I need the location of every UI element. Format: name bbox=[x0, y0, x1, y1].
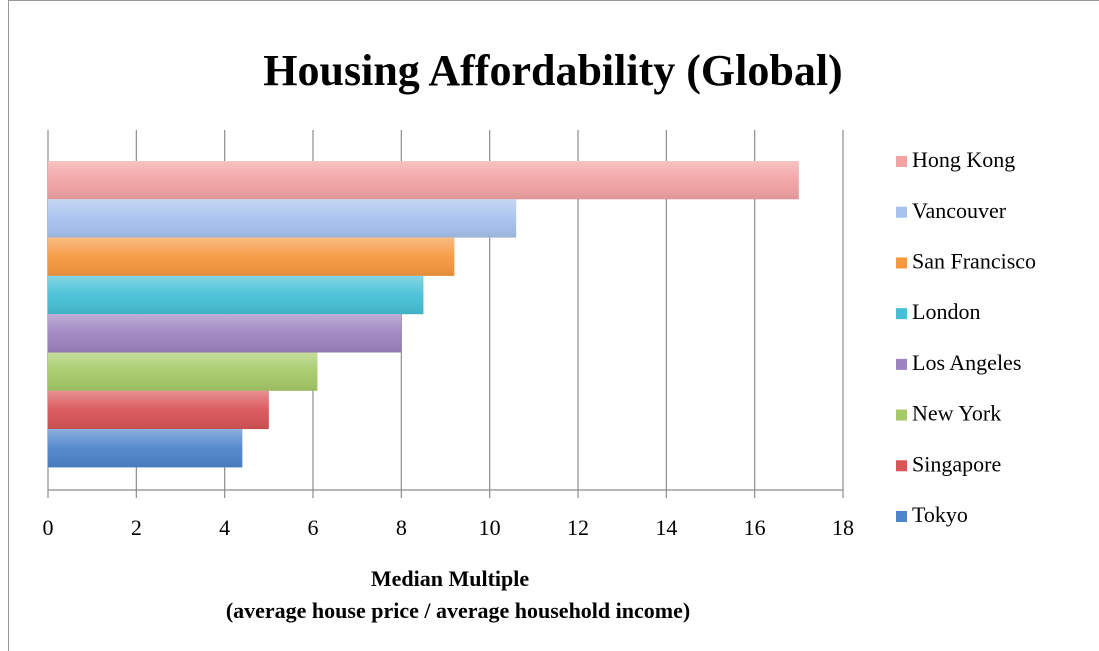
bar-shine bbox=[48, 314, 402, 353]
x-tick-label: 12 bbox=[567, 515, 589, 540]
bar-shine bbox=[48, 352, 318, 391]
legend-label: New York bbox=[912, 401, 1001, 426]
legend-label: San Francisco bbox=[912, 248, 1036, 273]
legend-swatch bbox=[896, 206, 907, 218]
x-tick-label: 8 bbox=[396, 515, 407, 540]
legend-swatch bbox=[896, 409, 907, 421]
x-tick-label: 2 bbox=[131, 515, 142, 540]
x-tick-label: 14 bbox=[655, 515, 677, 540]
legend-swatch bbox=[896, 257, 907, 269]
legend-swatch bbox=[896, 358, 907, 370]
x-tick-label: 10 bbox=[479, 515, 501, 540]
bar-shine bbox=[48, 199, 517, 238]
bar-shine bbox=[48, 161, 799, 200]
legend-swatch bbox=[896, 308, 907, 320]
x-tick-label: 4 bbox=[219, 515, 230, 540]
x-tick-label: 16 bbox=[744, 515, 766, 540]
legend-label: Hong Kong bbox=[912, 147, 1015, 172]
x-tick-label: 6 bbox=[308, 515, 319, 540]
legend-label: Vancouver bbox=[912, 198, 1007, 223]
legend-label: Los Angeles bbox=[912, 350, 1021, 375]
bar-shine bbox=[48, 390, 269, 430]
x-tick-label: 18 bbox=[832, 515, 854, 540]
legend-swatch bbox=[896, 511, 907, 522]
chart-title: Housing Affordability (Global) bbox=[263, 46, 842, 95]
legend-swatch bbox=[896, 156, 907, 167]
x-tick-label: 0 bbox=[43, 515, 54, 540]
bar-shine bbox=[48, 275, 424, 315]
x-axis-title: (average house price / average household… bbox=[226, 598, 690, 623]
legend-label: Tokyo bbox=[912, 502, 968, 527]
bar-shine bbox=[48, 237, 455, 276]
legend-label: Singapore bbox=[912, 451, 1001, 476]
bar-shine bbox=[48, 429, 243, 468]
chart-frame bbox=[8, 0, 1099, 651]
x-axis-title: Median Multiple bbox=[371, 566, 530, 591]
legend-label: London bbox=[912, 299, 980, 324]
legend-swatch bbox=[896, 460, 907, 472]
